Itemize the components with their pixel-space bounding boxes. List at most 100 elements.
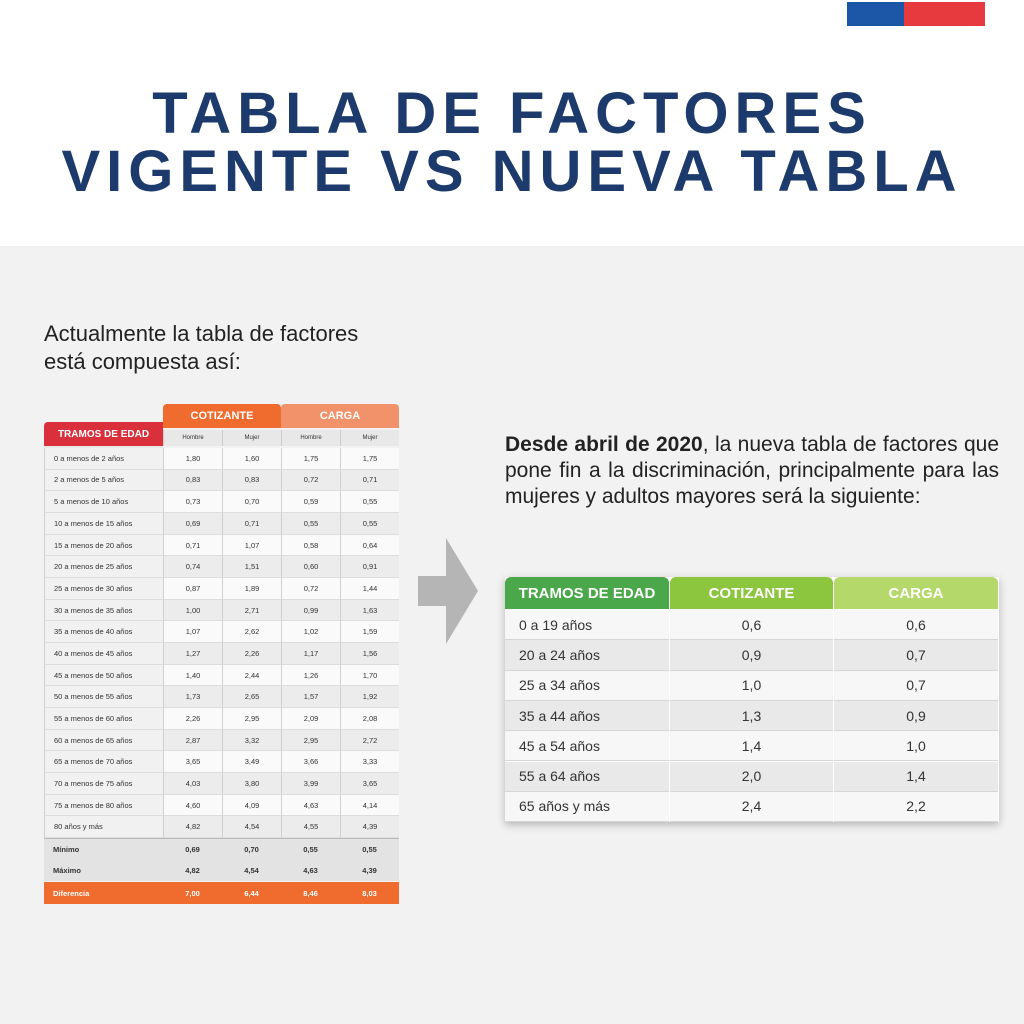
factor: 0,60: [281, 556, 340, 578]
factor: 1,75: [340, 448, 399, 470]
summary: Máximo: [44, 860, 163, 881]
factor: 0,6: [834, 610, 998, 641]
age-range: 25 a 34 años: [505, 670, 669, 701]
factor: 3,66: [281, 751, 340, 774]
factor: 4,09: [222, 794, 281, 817]
factor: 1,63: [340, 599, 399, 622]
factor: 0,55: [340, 491, 399, 513]
summary: 4,82: [163, 860, 222, 881]
factor: 0,7: [834, 640, 998, 671]
old-table: TRAMOS DE EDAD COTIZANTE CARGA Hombre Mujer H…: [44, 404, 399, 904]
factor: 3,65: [163, 751, 222, 774]
factor: 4,03: [163, 773, 222, 795]
group-header: COTIZANTE: [163, 404, 281, 428]
summary: 4,39: [340, 860, 399, 881]
summary: 7,00: [163, 882, 222, 904]
factor: 1,40: [163, 664, 222, 687]
factor: 2,65: [222, 686, 281, 709]
summary: Mínimo: [44, 839, 163, 860]
title-line: TABLA DE FACTORES: [152, 81, 872, 146]
age-range: 35 a 44 años: [505, 700, 669, 732]
factor: 0,6: [670, 610, 833, 641]
factor: 1,02: [281, 621, 340, 644]
age-range: 45 a menos de 50 años: [44, 664, 163, 687]
intro-line: está compuesta así:: [44, 349, 241, 374]
description-text: , la nueva tabla de factores que pone fi…: [505, 433, 999, 508]
header-band: [0, 0, 1024, 246]
age-range: 35 a menos de 40 años: [44, 621, 163, 644]
age-range: 15 a menos de 20 años: [44, 534, 163, 557]
factor: 4,60: [163, 794, 222, 817]
factor: 2,26: [222, 643, 281, 665]
arrow-shape: [418, 538, 478, 644]
description: Desde abril de 2020, la nueva tabla de f…: [505, 432, 999, 510]
factor: 2,26: [163, 708, 222, 730]
age-range: 20 a 24 años: [505, 640, 669, 671]
factor: 0,72: [281, 578, 340, 600]
factor: 4,14: [340, 794, 399, 817]
factor: 0,74: [163, 556, 222, 578]
age-range: 0 a menos de 2 años: [44, 448, 163, 470]
factor: 3,80: [222, 773, 281, 795]
factor: 1,0: [670, 670, 833, 701]
summary: 0,55: [281, 839, 340, 860]
column-header: CARGA: [834, 577, 998, 609]
description-bold: Desde abril de 2020: [505, 433, 703, 456]
factor: 0,83: [163, 469, 222, 492]
factor: 4,54: [222, 816, 281, 839]
summary-gap: [44, 838, 399, 839]
factor: 0,91: [340, 556, 399, 578]
factor: 1,4: [670, 731, 833, 762]
column-header: TRAMOS DE EDAD: [505, 577, 669, 609]
factor: 4,55: [281, 816, 340, 839]
age-range: 40 a menos de 45 años: [44, 643, 163, 665]
factor: 0,71: [222, 513, 281, 535]
factor: 2,72: [340, 729, 399, 752]
flag-blue: [847, 2, 904, 26]
factor: 1,51: [222, 556, 281, 578]
group-header: TRAMOS DE EDAD: [44, 422, 163, 446]
factor: 3,49: [222, 751, 281, 774]
age-range: 80 años y más: [44, 816, 163, 839]
factor: 1,92: [340, 686, 399, 709]
age-range: 65 a menos de 70 años: [44, 751, 163, 774]
factor: 1,73: [163, 686, 222, 709]
age-range: 25 a menos de 30 años: [44, 578, 163, 600]
age-range: 5 a menos de 10 años: [44, 491, 163, 513]
sub-header: Mujer: [222, 430, 281, 446]
factor: 1,17: [281, 643, 340, 665]
age-range: 50 a menos de 55 años: [44, 686, 163, 709]
factor: 0,55: [340, 513, 399, 535]
factor: 3,33: [340, 751, 399, 774]
new-table: TRAMOS DE EDAD COTIZANTE CARGA 0 a 19 años 0…: [505, 577, 999, 823]
age-range: 55 a 64 años: [505, 761, 669, 792]
factor: 1,80: [163, 448, 222, 470]
summary: 4,54: [222, 860, 281, 881]
factor: 0,7: [834, 670, 998, 701]
age-range: 20 a menos de 25 años: [44, 556, 163, 578]
factor: 1,0: [834, 731, 998, 762]
factor: 0,64: [340, 534, 399, 557]
factor: 3,32: [222, 729, 281, 752]
factor: 0,87: [163, 578, 222, 600]
factor: 1,07: [163, 621, 222, 644]
factor: 0,71: [340, 469, 399, 492]
factor: 1,89: [222, 578, 281, 600]
sub-header: Hombre: [163, 430, 222, 446]
factor: 1,75: [281, 448, 340, 470]
age-range: 0 a 19 años: [505, 610, 669, 641]
age-range: 65 años y más: [505, 791, 669, 823]
factor: 0,83: [222, 469, 281, 492]
factor: 2,95: [222, 708, 281, 730]
summary: 0,70: [222, 839, 281, 860]
factor: 2,87: [163, 729, 222, 752]
factor: 0,71: [163, 534, 222, 557]
age-range: 70 a menos de 75 años: [44, 773, 163, 795]
factor: 3,65: [340, 773, 399, 795]
factor: 1,57: [281, 686, 340, 709]
factor: 0,99: [281, 599, 340, 622]
factor: 2,09: [281, 708, 340, 730]
factor: 2,44: [222, 664, 281, 687]
factor: 2,4: [670, 791, 833, 823]
factor: 1,07: [222, 534, 281, 557]
